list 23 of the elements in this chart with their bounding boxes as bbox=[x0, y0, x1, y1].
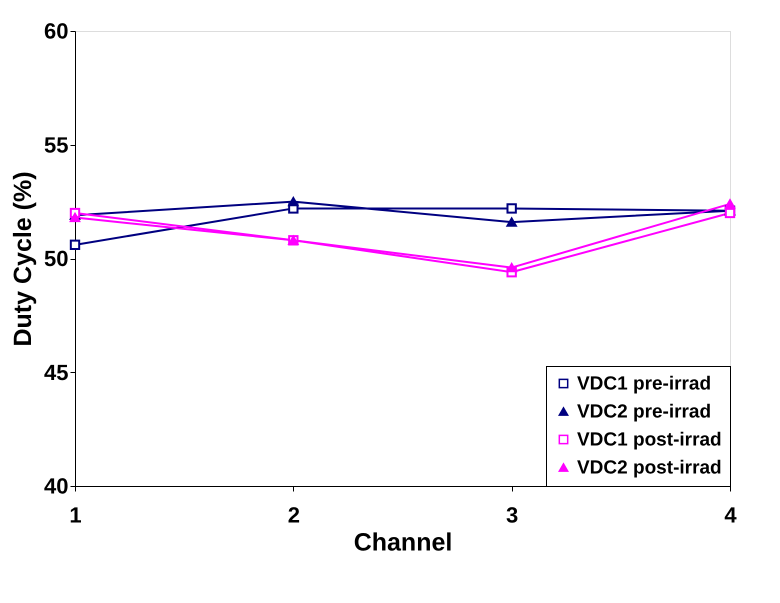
x-axis-title: Channel bbox=[354, 528, 452, 556]
legend-label: VDC1 pre-irrad bbox=[577, 374, 712, 394]
y-tick-label: 40 bbox=[44, 474, 68, 498]
y-axis-title: Duty Cycle (%) bbox=[9, 171, 38, 347]
y-tick-label: 50 bbox=[44, 246, 68, 271]
legend-label: VDC2 pre-irrad bbox=[577, 402, 712, 422]
legend-label: VDC2 post-irrad bbox=[577, 458, 722, 478]
x-tick-label: 3 bbox=[506, 502, 518, 528]
point bbox=[506, 203, 517, 214]
x-tick-label: 1 bbox=[69, 502, 82, 528]
point bbox=[70, 212, 80, 222]
point bbox=[506, 262, 517, 272]
x-tick-label: 4 bbox=[724, 502, 738, 528]
x-tick-label: 2 bbox=[288, 502, 300, 528]
point bbox=[724, 208, 736, 218]
point bbox=[288, 197, 299, 206]
point bbox=[70, 240, 80, 250]
point bbox=[724, 199, 736, 209]
legend-label: VDC1 post-irrad bbox=[577, 430, 722, 450]
y-tick-label: 45 bbox=[44, 360, 68, 385]
point bbox=[506, 217, 517, 227]
y-tick-label: 60 bbox=[44, 18, 68, 44]
y-tick-label: 55 bbox=[44, 132, 68, 158]
